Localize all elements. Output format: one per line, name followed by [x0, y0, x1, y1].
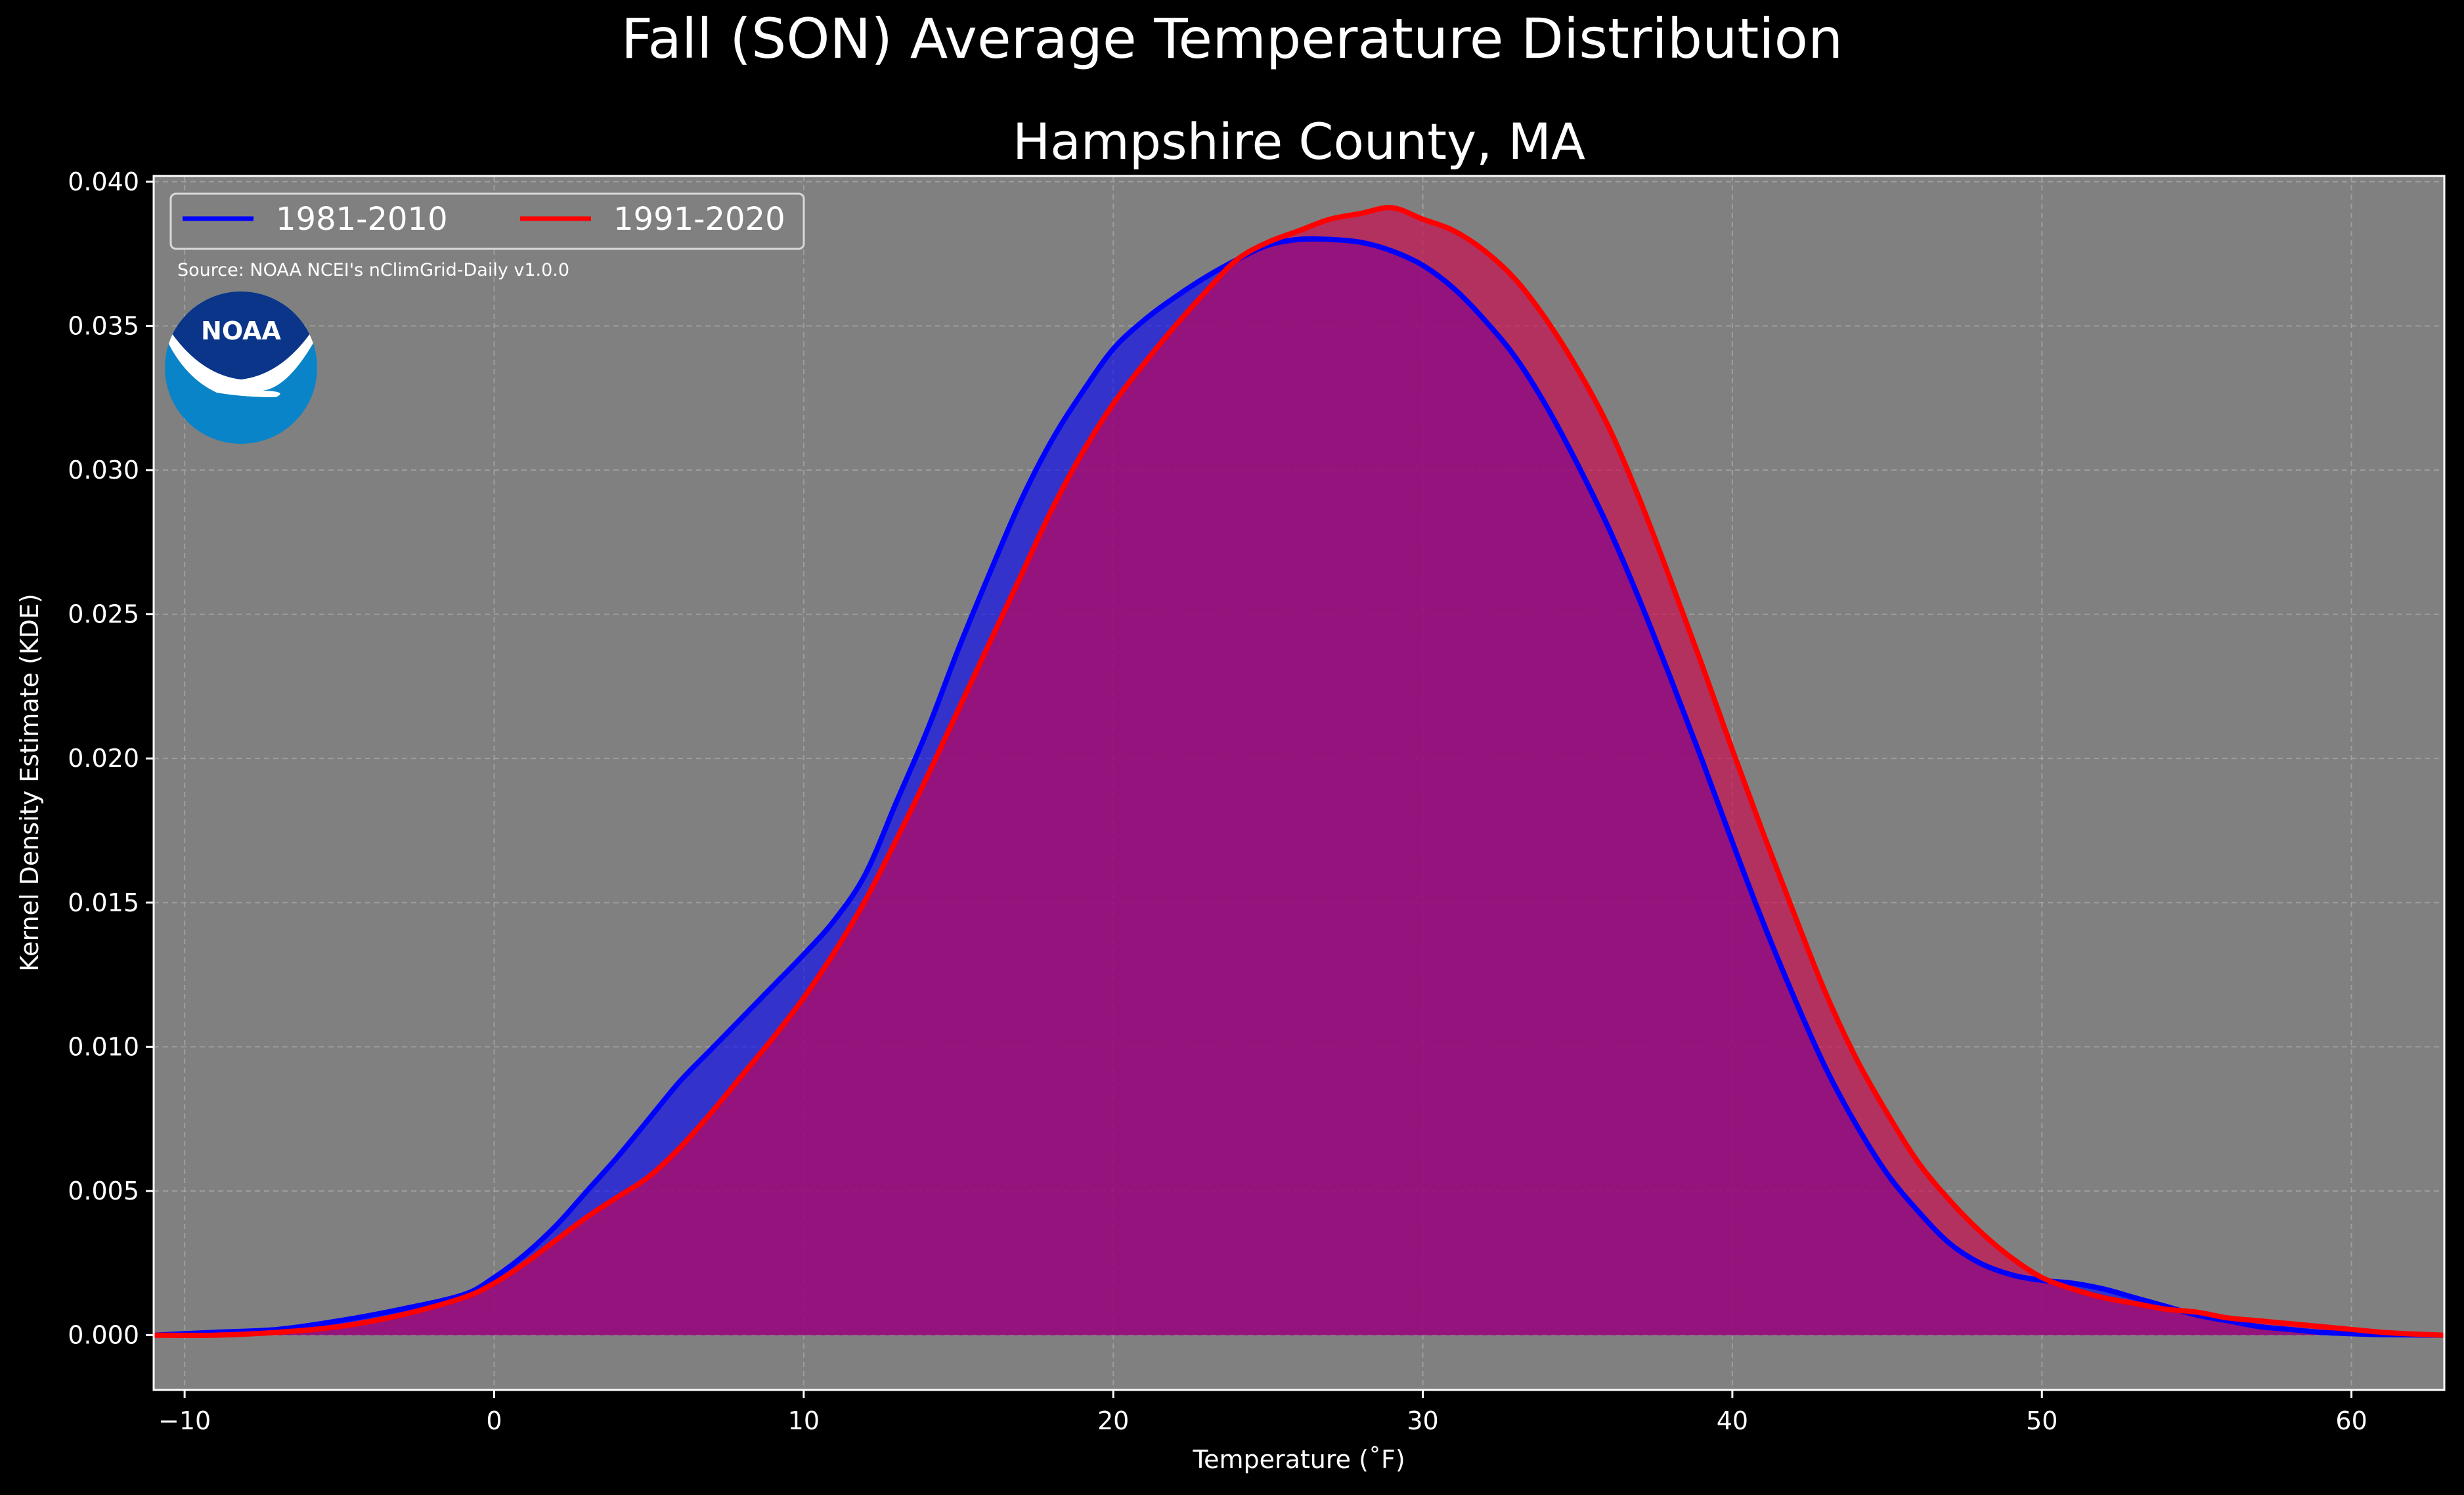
x-tick-label: 10: [788, 1406, 820, 1435]
noaa-bird-icon: [165, 323, 317, 397]
source-note: Source: NOAA NCEI's nClimGrid-Daily v1.0…: [177, 260, 569, 280]
x-tick-label: 30: [1407, 1406, 1438, 1435]
series-line-1981-2010: [154, 236, 2444, 1338]
series-fills: [154, 207, 2444, 1335]
legend-label-1981-2010: 1981-2010: [276, 201, 448, 238]
y-tick-label: 0.035: [68, 311, 139, 340]
y-axis-label: Kernel Density Estimate (KDE): [15, 594, 44, 972]
x-axis-label: Temperature (˚F): [1192, 1445, 1405, 1474]
x-axis-ticks: −10 0 10 20 30 40 50 60: [158, 1390, 2367, 1435]
x-tick-label: −10: [158, 1406, 211, 1435]
noaa-logo-text: NOAA: [201, 316, 281, 345]
legend-label-1991-2020: 1991-2020: [613, 201, 785, 238]
y-tick-label: 0.020: [68, 744, 139, 773]
y-tick-label: 0.025: [68, 600, 139, 629]
y-axis-ticks: 0.000 0.005 0.010 0.015 0.020 0.025 0.030 0.035…: [68, 167, 154, 1350]
y-tick-label: 0.010: [68, 1032, 139, 1061]
chart-title: Hampshire County, MA: [1013, 112, 1585, 171]
noaa-logo: NOAA: [165, 292, 317, 444]
x-tick-label: 0: [486, 1406, 502, 1435]
y-tick-label: 0.005: [68, 1177, 139, 1205]
legend-box: [169, 192, 805, 250]
chart-suptitle: Fall (SON) Average Temperature Distribut…: [621, 7, 1843, 71]
series-area-1991-2020: [154, 207, 2444, 1335]
series-line-1991-2020: [154, 205, 2444, 1338]
x-tick-label: 40: [1717, 1406, 1748, 1435]
y-tick-label: 0.015: [68, 888, 139, 917]
x-tick-label: 20: [1097, 1406, 1129, 1435]
series-lines: [154, 205, 2444, 1338]
x-tick-label: 50: [2026, 1406, 2057, 1435]
y-tick-label: 0.040: [68, 167, 139, 196]
y-tick-label: 0.030: [68, 456, 139, 485]
y-tick-label: 0.000: [68, 1321, 139, 1350]
legend: 1981-2010 1991-2020: [169, 192, 805, 250]
x-tick-label: 60: [2335, 1406, 2367, 1435]
noaa-logo-sky: [165, 292, 317, 383]
plot-frame: [152, 175, 2446, 1391]
